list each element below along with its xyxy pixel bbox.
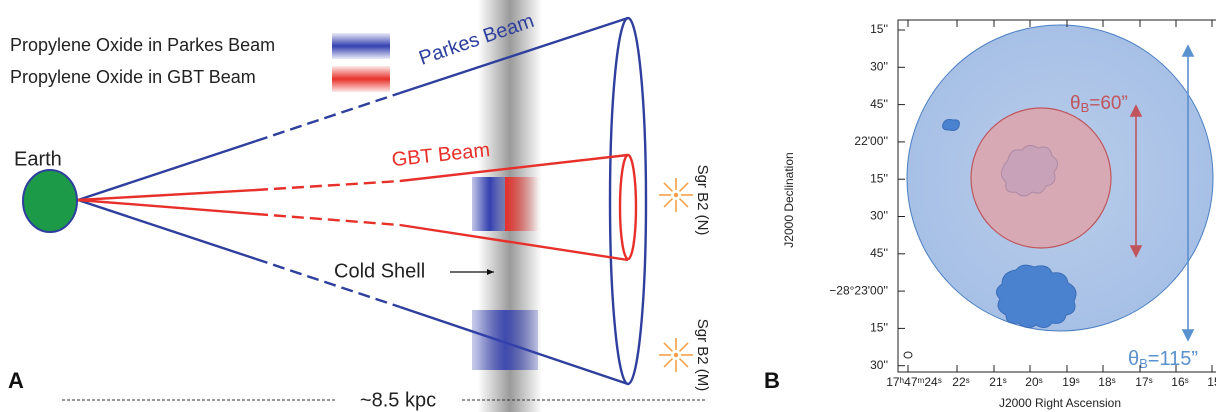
parkes-beam-size: θB=115” bbox=[1128, 348, 1198, 371]
symbol: θ bbox=[1128, 348, 1139, 370]
star-ray bbox=[680, 343, 688, 351]
y-tick-label: 45'' bbox=[870, 97, 888, 111]
parkes-emission bbox=[943, 120, 960, 131]
x-tick-label: 15ˢ bbox=[1207, 375, 1216, 389]
earth-label: Earth bbox=[14, 148, 62, 170]
x-tick-label: 17ˢ bbox=[1135, 375, 1152, 389]
y-tick-label: 22'00'' bbox=[854, 134, 888, 148]
x-axis-title: J2000 Right Ascension bbox=[999, 396, 1121, 410]
star-ray bbox=[664, 343, 672, 351]
panel-b: B θB=60” θB=115” J2000 Declination J2000… bbox=[764, 20, 1216, 410]
y-tick-label: 15'' bbox=[870, 321, 888, 335]
y-tick-label: 15'' bbox=[870, 22, 888, 36]
x-tick-label: 19ˢ bbox=[1062, 375, 1079, 389]
x-tick-label: 16ˢ bbox=[1171, 375, 1188, 389]
figure: Propylene Oxide in Parkes Beam Propylene… bbox=[0, 0, 1216, 412]
subscript: B bbox=[1081, 100, 1090, 115]
parkes-signal bbox=[472, 310, 538, 370]
source-markers bbox=[659, 178, 693, 372]
x-tick-label: 22ˢ bbox=[952, 375, 969, 389]
panel-label: A bbox=[8, 368, 24, 393]
beam-ellipse bbox=[904, 352, 912, 358]
star-ray bbox=[664, 359, 672, 367]
legend-label: Propylene Oxide in GBT Beam bbox=[10, 67, 256, 87]
star-core bbox=[675, 194, 678, 197]
y-tick-label: 30'' bbox=[870, 209, 888, 223]
y-tick-label: −28°23'00'' bbox=[829, 283, 888, 297]
symbol: θ bbox=[1070, 93, 1081, 114]
legend-swatch bbox=[332, 66, 390, 92]
panel-label: B bbox=[764, 368, 780, 393]
y-tick-label: 45'' bbox=[870, 246, 888, 260]
star-ray bbox=[680, 199, 688, 207]
cold-shell-label: Cold Shell bbox=[334, 260, 425, 282]
distance-label: ~8.5 kpc bbox=[360, 389, 436, 411]
source-label: Sgr B2 (M) bbox=[694, 319, 711, 392]
legend-swatch bbox=[332, 33, 390, 59]
panel-a: Propylene Oxide in Parkes Beam Propylene… bbox=[8, 0, 711, 412]
x-tick-label: 17ʰ47ᵐ24ˢ bbox=[886, 375, 942, 389]
star-ray bbox=[680, 183, 688, 191]
y-tick-label: 15'' bbox=[870, 171, 888, 185]
parkes-signal bbox=[472, 177, 508, 231]
y-tick-label: 30'' bbox=[870, 59, 888, 73]
star-ray bbox=[664, 183, 672, 191]
value: =115” bbox=[1148, 348, 1198, 370]
legend-label: Propylene Oxide in Parkes Beam bbox=[10, 35, 275, 55]
x-tick-label: 18ˢ bbox=[1098, 375, 1115, 389]
gbt-beam-label: GBT Beam bbox=[391, 139, 491, 171]
y-tick-label: 30'' bbox=[870, 358, 888, 372]
x-tick-label: 20ˢ bbox=[1025, 375, 1042, 389]
gbt-beam-size: θB=60” bbox=[1070, 93, 1128, 115]
y-axis-title: J2000 Declination bbox=[782, 152, 796, 247]
gbt-cone bbox=[78, 155, 636, 260]
x-tick-label: 21ˢ bbox=[989, 375, 1006, 389]
earth bbox=[23, 170, 77, 232]
gbt-signal bbox=[505, 177, 539, 231]
star-ray bbox=[664, 199, 672, 207]
star-core bbox=[675, 354, 678, 357]
value: =60” bbox=[1089, 93, 1128, 114]
source-label: Sgr B2 (N) bbox=[694, 165, 711, 236]
star-ray bbox=[680, 359, 688, 367]
